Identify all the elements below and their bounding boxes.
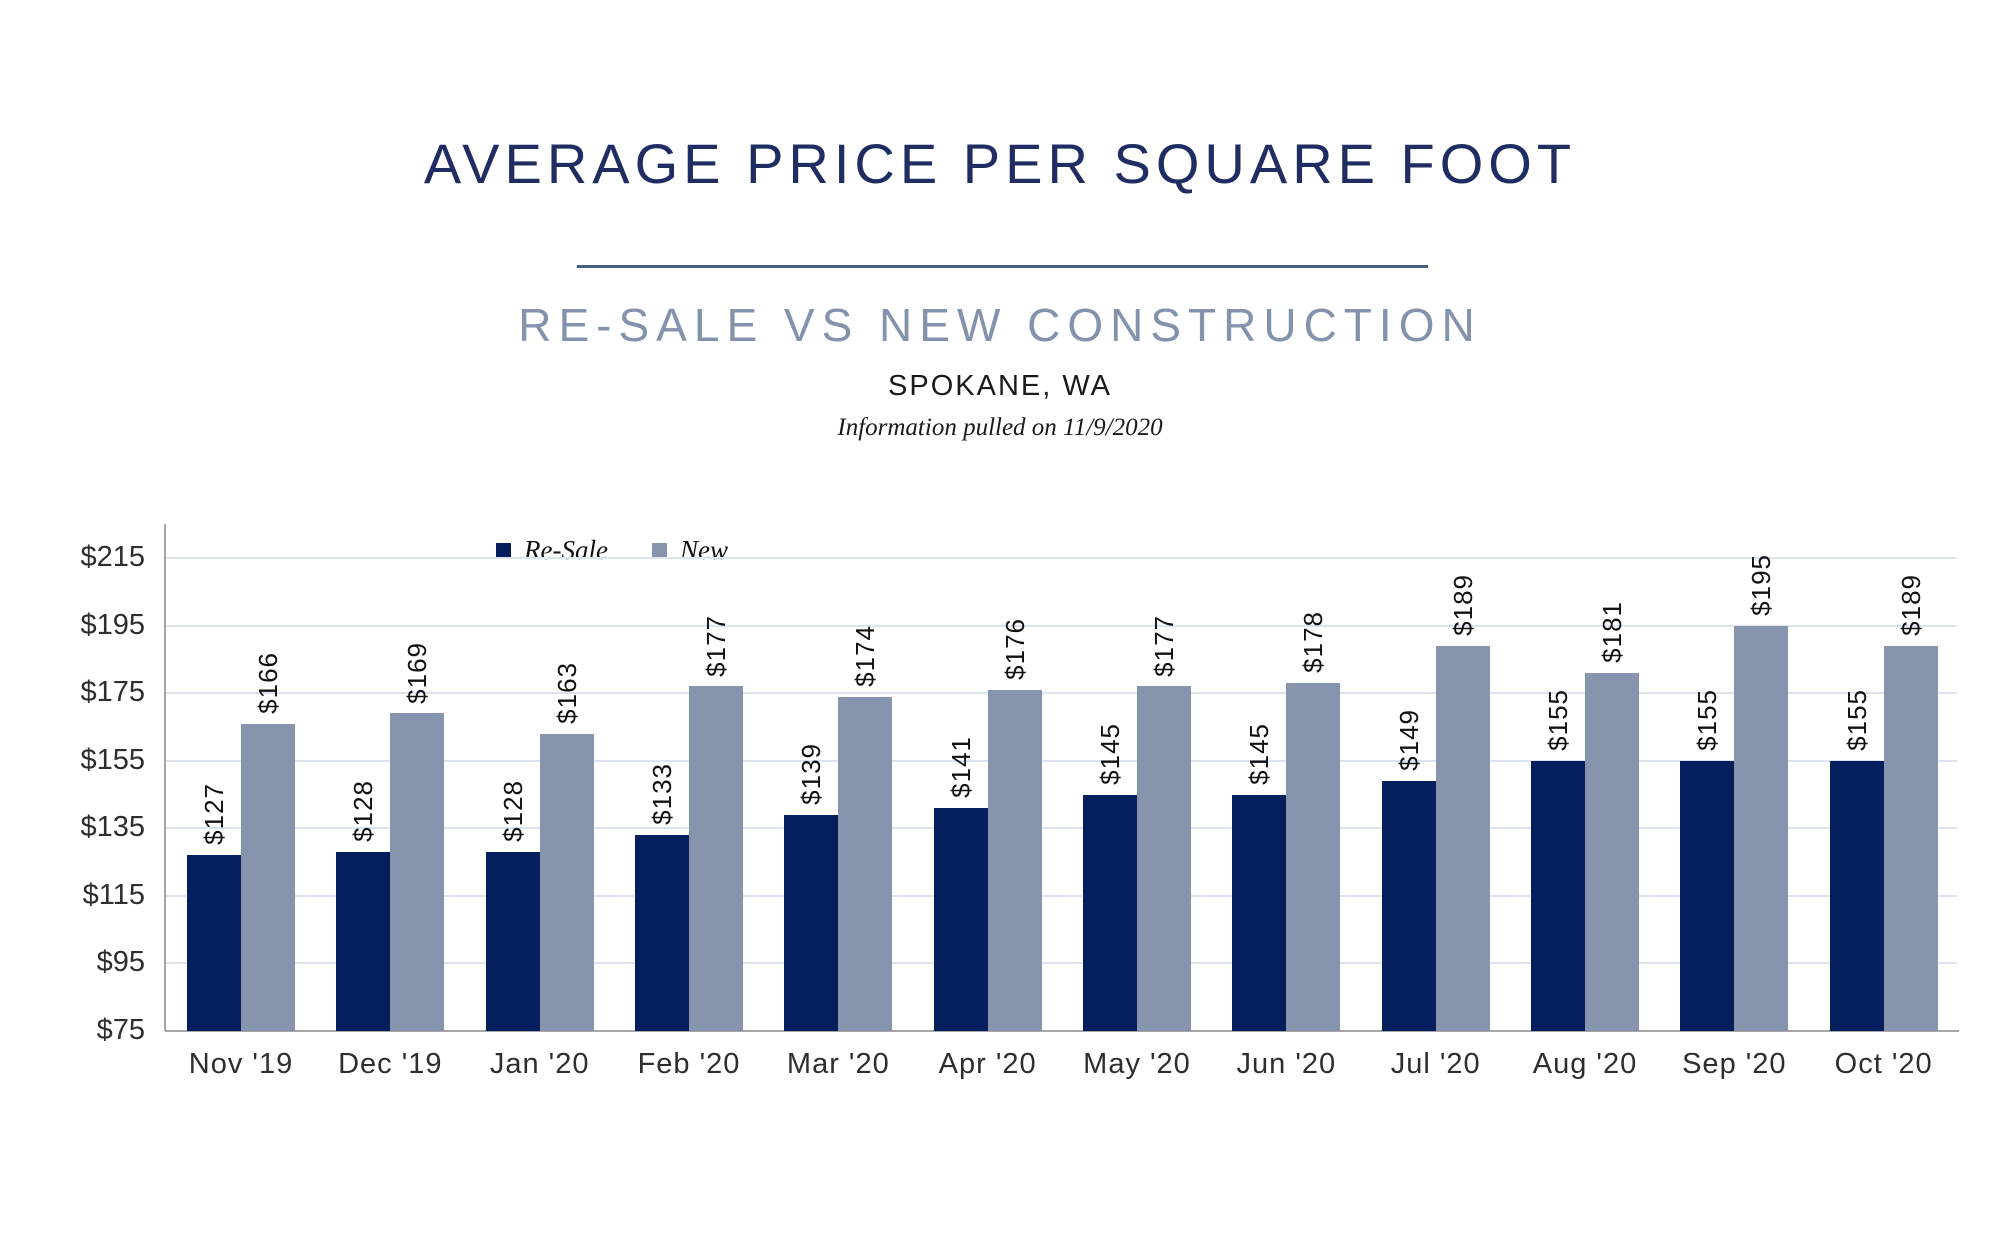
bar-resale xyxy=(784,814,839,1031)
bar-new xyxy=(539,733,594,1031)
bar-new xyxy=(1286,683,1341,1031)
bar-new xyxy=(1883,645,1938,1031)
bar-value-label: $128 xyxy=(497,780,528,842)
legend-swatch-icon xyxy=(651,543,667,558)
bar-new xyxy=(1435,645,1490,1031)
bar-resale xyxy=(1083,794,1137,1031)
chart-legend: Re-Sale New xyxy=(496,535,728,566)
bar-value-label: $189 xyxy=(1447,574,1478,636)
title-divider xyxy=(577,265,1428,268)
bar-value-label: $163 xyxy=(551,661,582,724)
x-axis-tick-label: Nov '19 xyxy=(188,1048,294,1080)
y-axis-tick-label: $135 xyxy=(80,811,145,844)
bar-resale xyxy=(635,835,689,1031)
bar-new xyxy=(1585,672,1639,1031)
bar-resale xyxy=(1531,760,1585,1031)
gridline xyxy=(165,759,1957,762)
bar-resale xyxy=(1381,781,1436,1031)
y-axis-tick-label: $175 xyxy=(80,676,145,709)
bar-resale xyxy=(933,808,988,1031)
y-axis-tick-label: $215 xyxy=(80,541,145,573)
x-axis-tick-label: Oct '20 xyxy=(1834,1048,1933,1080)
y-axis-tick-label: $155 xyxy=(80,743,145,776)
bar-value-label: $177 xyxy=(701,614,731,677)
bar-value-label: $177 xyxy=(1149,614,1179,677)
bar-new xyxy=(390,713,445,1031)
bar-value-label: $141 xyxy=(945,736,976,799)
bar-value-label: $155 xyxy=(1543,688,1573,751)
x-axis-line xyxy=(165,1030,1959,1032)
y-axis-tick-label: $195 xyxy=(80,608,145,641)
x-axis-tick-label: Dec '19 xyxy=(338,1048,443,1080)
bar-new xyxy=(987,689,1042,1031)
gridline xyxy=(165,962,1957,965)
bar-resale xyxy=(336,851,391,1031)
bar-value-label: $195 xyxy=(1746,553,1777,616)
bar-value-label: $133 xyxy=(647,763,677,826)
x-axis-tick-label: Sep '20 xyxy=(1682,1048,1787,1080)
bar-resale xyxy=(1829,760,1884,1031)
x-axis-tick-label: Feb '20 xyxy=(637,1048,741,1080)
x-axis-tick-label: Jan '20 xyxy=(489,1048,590,1080)
bar-new xyxy=(1137,686,1191,1031)
bar-resale xyxy=(1680,760,1735,1031)
bar-resale xyxy=(1232,794,1287,1031)
bar-value-label: $149 xyxy=(1393,709,1424,771)
bar-value-label: $174 xyxy=(850,624,881,687)
x-axis-tick-label: Mar '20 xyxy=(786,1048,890,1080)
legend-item-new: New xyxy=(651,535,728,566)
y-axis-tick-label: $75 xyxy=(96,1014,145,1046)
bar-new xyxy=(1734,625,1789,1031)
info-note: Information pulled on 11/9/2020 xyxy=(837,414,1163,441)
x-axis-tick-label: Jun '20 xyxy=(1236,1048,1337,1080)
legend-swatch-icon xyxy=(496,543,511,558)
bar-value-label: $178 xyxy=(1298,611,1329,674)
legend-label: Re-Sale xyxy=(524,535,608,565)
bar-value-label: $155 xyxy=(1841,688,1872,751)
bar-resale xyxy=(485,851,540,1031)
gridline xyxy=(165,827,1957,830)
x-axis-tick-label: Aug '20 xyxy=(1532,1048,1638,1080)
bar-value-label: $127 xyxy=(199,783,229,846)
page-title: AVERAGE PRICE PER SQUARE FOOT xyxy=(423,132,1577,195)
bar-value-label: $145 xyxy=(1095,722,1125,785)
bar-value-label: $166 xyxy=(253,651,283,714)
bar-new xyxy=(241,723,295,1031)
bar-new xyxy=(689,686,743,1031)
bar-resale xyxy=(187,855,241,1031)
bar-value-label: $145 xyxy=(1244,722,1275,785)
x-axis-tick-label: Jul '20 xyxy=(1390,1048,1481,1080)
bar-value-label: $181 xyxy=(1597,601,1627,663)
y-axis-tick-label: $115 xyxy=(82,878,145,911)
gridline xyxy=(165,557,1957,559)
gridline xyxy=(165,624,1957,627)
legend-item-resale: Re-Sale xyxy=(496,535,608,566)
x-axis-tick-label: May '20 xyxy=(1083,1048,1191,1080)
y-axis-tick-label: $95 xyxy=(96,946,145,979)
gridline xyxy=(165,894,1957,897)
location-label: SPOKANE, WA xyxy=(888,370,1112,402)
bar-new xyxy=(838,696,893,1031)
x-axis-tick-label: Apr '20 xyxy=(938,1048,1037,1080)
y-axis-line xyxy=(164,524,166,1031)
gridline xyxy=(165,692,1957,695)
bar-value-label: $139 xyxy=(796,742,827,805)
page-subtitle: RE-SALE VS NEW CONSTRUCTION xyxy=(518,299,1482,351)
bar-value-label: $155 xyxy=(1692,688,1723,751)
bar-value-label: $169 xyxy=(402,641,433,704)
bar-value-label: $128 xyxy=(348,780,379,842)
bar-value-label: $189 xyxy=(1895,574,1926,636)
legend-label: New xyxy=(679,535,728,565)
bar-value-label: $176 xyxy=(999,617,1030,680)
